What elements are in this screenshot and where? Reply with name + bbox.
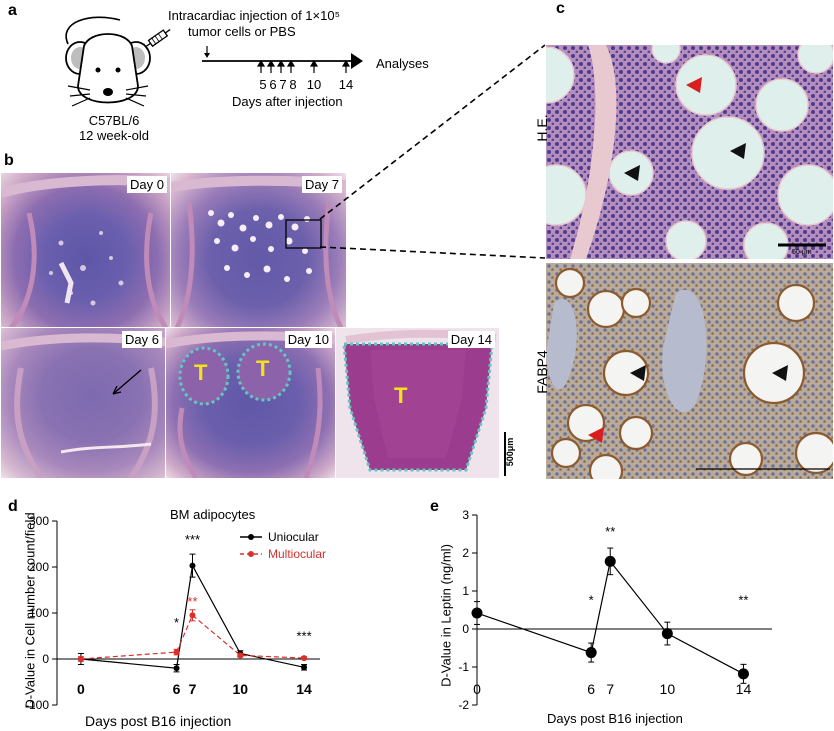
day-label-6: Day 6 [122, 331, 162, 348]
y-tick-label: 0 [462, 622, 469, 636]
y-tick-label: 100 [29, 606, 49, 620]
injection-text-line1: Intracardiac injection of 1×10⁵ [168, 8, 340, 23]
timeline-day-14: 14 [338, 77, 354, 92]
mouse-icon [65, 16, 151, 107]
significance-marker: ** [738, 592, 748, 607]
panel-a-label: a [8, 2, 17, 19]
data-point [737, 668, 749, 680]
histology-day6: Day 6 [0, 327, 167, 479]
data-point [471, 607, 483, 619]
mouse-strain: C57BL/6 [88, 113, 140, 128]
x-tick-label: 7 [606, 681, 614, 697]
x-tick-label: 6 [173, 681, 181, 697]
x-tick-label: 6 [587, 681, 595, 697]
significance-marker: * [589, 592, 594, 607]
data-point [301, 655, 308, 662]
data-point [189, 562, 196, 569]
significance-marker: *** [185, 532, 200, 547]
x-tick-label: 10 [233, 681, 249, 697]
histology-fabp4 [545, 262, 834, 480]
injection-text-line2: tumor cells or PBS [188, 24, 296, 39]
x-tick-label: 7 [189, 681, 197, 697]
histology-he: 50 μm [545, 44, 834, 260]
y-tick-label: -1 [458, 660, 469, 674]
series-line [80, 614, 305, 660]
x-tick-label: 14 [736, 681, 752, 697]
histology-day10: T T Day 10 [165, 327, 337, 479]
timeline-day-5: 5 [259, 77, 267, 92]
y-tick-label: 300 [29, 514, 49, 528]
x-tick-label: 0 [473, 681, 481, 697]
timeline-axis-label: Days after injection [232, 94, 343, 109]
legend-swatch-marker [248, 534, 254, 540]
data-point [585, 647, 597, 659]
significance-marker: *** [296, 629, 311, 644]
panel-c-label: c [556, 0, 565, 17]
data-point [173, 649, 180, 656]
timeline-day-8: 8 [289, 77, 297, 92]
y-tick-label: 3 [462, 508, 469, 522]
tumor-marker-10b: T [256, 356, 270, 381]
chart-d-xlabel: Days post B16 injection [85, 713, 232, 729]
significance-marker: ** [187, 594, 197, 609]
significance-marker: ** [605, 524, 615, 539]
y-tick-label: 200 [29, 560, 49, 574]
day-label-7: Day 7 [302, 176, 342, 193]
day-label-14: Day 14 [447, 331, 495, 348]
mouse-age: 12 week-old [78, 128, 150, 143]
data-point [604, 555, 616, 567]
data-point [77, 656, 84, 662]
histology-day14: T Day 14 [335, 327, 500, 479]
legend-entry: Uniocular [268, 530, 319, 544]
y-tick-label: -100 [25, 698, 49, 712]
chart-e-xlabel: Days post B16 injection [547, 711, 683, 726]
data-point [173, 665, 180, 672]
y-tick-label: 0 [42, 652, 49, 666]
scale-top-label: 50 μm [792, 249, 812, 256]
y-tick-label: 2 [462, 546, 469, 560]
panel-e-label: e [430, 498, 439, 515]
chart-d-title: BM adipocytes [170, 507, 256, 522]
tumor-marker-14: T [394, 383, 408, 408]
day-label-10: Day 10 [284, 331, 332, 348]
day-label-0: Day 0 [127, 176, 167, 193]
histology-day7: Day 7 [170, 172, 347, 329]
timeline [202, 46, 363, 73]
timeline-day-10: 10 [306, 77, 322, 92]
significance-marker: * [174, 615, 179, 630]
analyses-label: Analyses [376, 56, 429, 71]
data-point [189, 612, 196, 619]
legend-entry: Multiocular [268, 547, 326, 561]
data-point [661, 628, 673, 640]
series-line [476, 559, 744, 675]
x-tick-label: 0 [77, 681, 85, 697]
panel-d-label: d [8, 498, 18, 515]
x-tick-label: 14 [296, 681, 312, 697]
data-point [237, 652, 244, 659]
y-tick-label: -2 [458, 698, 469, 712]
timeline-day-7: 7 [279, 77, 287, 92]
x-tick-label: 10 [660, 681, 676, 697]
tumor-marker-10a: T [194, 360, 208, 385]
syringe-icon [143, 29, 171, 51]
panel-b-label: b [4, 152, 14, 169]
data-point [301, 664, 308, 671]
y-tick-label: 1 [462, 584, 469, 598]
scale-bar-b [504, 432, 506, 476]
timeline-day-6: 6 [269, 77, 277, 92]
histology-day0: Day 0 [0, 172, 172, 329]
legend-swatch-marker [248, 551, 254, 557]
